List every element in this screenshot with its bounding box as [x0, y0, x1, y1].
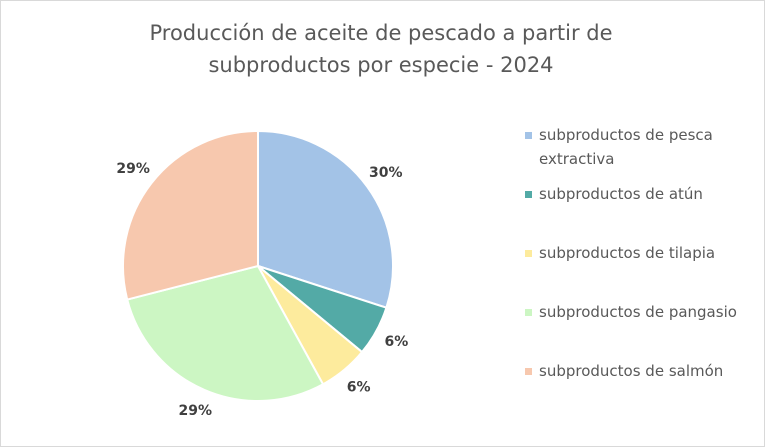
- legend-label: subproductos de atún: [539, 185, 703, 203]
- legend-item: subproductos de pangasio: [523, 300, 743, 359]
- data-label: 6%: [347, 380, 371, 396]
- legend-item: subproductos de salmón: [523, 359, 743, 418]
- data-label: 30%: [369, 165, 403, 181]
- legend-swatch: [525, 368, 532, 375]
- legend-label: subproductos de salmón: [539, 362, 724, 380]
- legend-item: subproductos de pesca extractiva: [523, 123, 743, 182]
- legend: subproductos de pesca extractiva subprodu…: [523, 123, 743, 418]
- legend-item: subproductos de atún: [523, 182, 743, 241]
- data-label: 29%: [116, 161, 150, 177]
- legend-swatch: [525, 309, 532, 316]
- legend-swatch: [525, 191, 532, 198]
- pie-slice: [122, 129, 259, 301]
- legend-item: subproductos de tilapia: [523, 241, 743, 300]
- legend-label: subproductos de pangasio: [539, 303, 737, 321]
- legend-swatch: [525, 250, 532, 257]
- legend-swatch: [525, 132, 532, 139]
- data-label: 6%: [385, 334, 409, 350]
- data-label: 29%: [179, 403, 213, 419]
- legend-label: subproductos de pesca extractiva: [539, 126, 713, 168]
- pie-slice: [126, 264, 325, 402]
- chart-title: Producción de aceite de pescado a partir…: [149, 21, 613, 77]
- pie-slice: [257, 129, 394, 309]
- legend-label: subproductos de tilapia: [539, 244, 716, 262]
